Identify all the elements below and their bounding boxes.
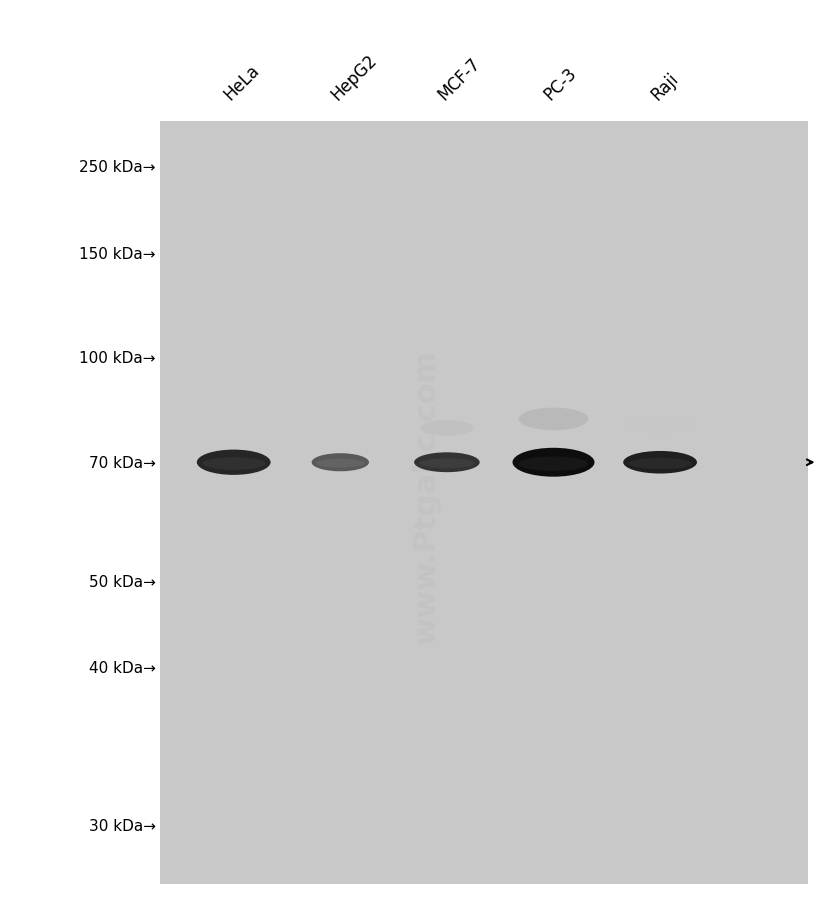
Text: www.Ptgabc.com: www.Ptgabc.com (411, 349, 441, 643)
Ellipse shape (420, 420, 473, 437)
Ellipse shape (512, 448, 594, 477)
Ellipse shape (622, 451, 696, 474)
Text: HepG2: HepG2 (327, 51, 380, 104)
Ellipse shape (197, 450, 270, 475)
Text: 70 kDa→: 70 kDa→ (88, 456, 156, 470)
Ellipse shape (419, 459, 474, 469)
Text: 50 kDa→: 50 kDa→ (88, 575, 156, 589)
Text: HeLa: HeLa (220, 61, 263, 104)
Text: 30 kDa→: 30 kDa→ (88, 818, 156, 833)
Bar (160, 122, 807, 884)
Text: Raji: Raji (646, 69, 681, 104)
Ellipse shape (311, 454, 369, 472)
Text: MCF-7: MCF-7 (433, 54, 483, 104)
Text: 150 kDa→: 150 kDa→ (79, 247, 156, 262)
Ellipse shape (202, 457, 265, 470)
Text: 40 kDa→: 40 kDa→ (88, 660, 156, 675)
Ellipse shape (624, 418, 695, 434)
Ellipse shape (628, 458, 690, 469)
Ellipse shape (315, 459, 364, 468)
Text: PC-3: PC-3 (540, 64, 580, 104)
Ellipse shape (414, 453, 479, 473)
Ellipse shape (518, 408, 588, 431)
Text: 250 kDa→: 250 kDa→ (79, 160, 156, 174)
Ellipse shape (518, 457, 588, 472)
Text: 100 kDa→: 100 kDa→ (79, 351, 156, 365)
